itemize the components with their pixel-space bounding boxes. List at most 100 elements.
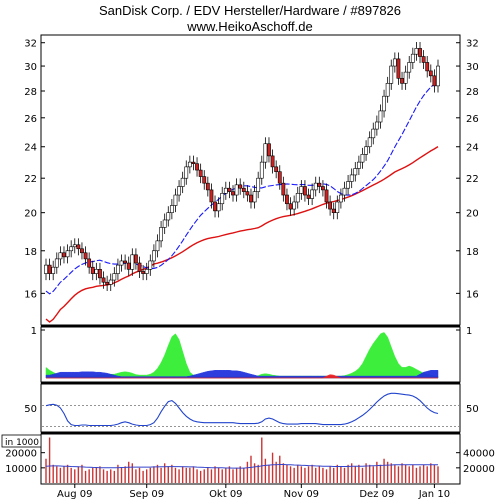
candle-body [105,281,110,285]
candle-body [317,182,322,187]
candle-body [303,186,307,196]
candle-body [166,212,171,221]
candle-body [328,201,333,210]
candle-body [51,266,56,274]
date-tick-label: Okt 09 [209,489,243,500]
candle-body [148,260,153,270]
candle-body [162,219,167,228]
candle-body [47,264,52,274]
candle-body [191,161,196,165]
candle-body [220,193,225,205]
candle-body [126,262,131,270]
candle-body [130,254,135,270]
candle-body [281,182,286,196]
candle-body [249,194,253,203]
candle-body [299,186,304,194]
volume-tick-label-left: 10000 [5,464,37,475]
candle-body [112,273,117,281]
candle-body [216,203,221,212]
green-indicator-area [45,332,439,379]
candle-body [141,271,146,274]
candle-body [306,194,311,199]
price-tick-label-left: 22 [24,174,37,185]
candle-body [234,184,239,196]
price-tick-label-left: 16 [24,289,37,300]
date-tick-label: Sep 09 [129,489,164,500]
candle-body [98,269,102,279]
candle-body [313,182,318,191]
oscillator-tick-label-left: 50 [24,404,37,415]
oscillator-line [45,392,439,427]
candle-body [231,191,235,196]
chart-title: SanDisk Corp. / EDV Hersteller/Hardware … [98,3,402,18]
price-tick-label-right: 18 [466,247,479,258]
candle-body [400,78,404,84]
candle-body [94,269,99,274]
candle-body [428,70,433,77]
candle-body [259,161,264,179]
candle-body [69,246,74,252]
price-tick-label-right: 22 [466,174,479,185]
candle-body [310,189,315,199]
candle-body [367,137,372,148]
candle-body [407,62,412,73]
price-tick-label-right: 28 [466,87,479,98]
price-tick-label-right: 16 [466,289,479,300]
candle-body [227,187,232,192]
blue-indicator-area [45,370,439,379]
price-tick-label-left: 28 [24,87,37,98]
candle-body [119,260,124,266]
candle-body [87,258,92,268]
candle-body [396,58,401,79]
volume-unit-label: in 1000 [5,438,39,448]
date-tick-label: Dez 09 [359,489,394,500]
candle-body [180,177,185,187]
candle-body [421,56,426,63]
candle-body [80,248,84,254]
candle-body [324,189,329,203]
candle-body [414,48,419,55]
candle-body [385,83,390,97]
price-tick-label-left: 30 [24,62,37,73]
candle-body [252,191,257,203]
candle-body [90,266,95,274]
candle-body [389,65,394,84]
candle-body [213,201,217,212]
date-tick-label: Jan 10 [418,489,450,500]
volume-tick-label-right: 20000 [463,464,495,475]
date-tick-label: Nov 09 [284,489,319,500]
chart-subtitle: www.HeikoAschoff.de [187,19,313,34]
candle-body [335,201,340,213]
indicator-tick-label-left: 1 [31,326,37,337]
candle-body [418,48,422,57]
candle-body [342,187,347,196]
candle-body [159,227,163,242]
candle-body [155,240,160,252]
candle-body [277,171,282,184]
candle-body [364,146,368,155]
candle-body [101,277,106,283]
candle-body [263,143,268,163]
candle-body [144,269,149,274]
candle-body [205,182,210,191]
candle-body [392,58,397,67]
price-tick-label-right: 20 [466,209,479,220]
volume-tick-label-left: 20000 [5,449,37,460]
candle-body [374,121,379,130]
candle-body [202,176,207,184]
candle-body [321,186,325,191]
candle-body [403,71,408,84]
candle-body [238,184,243,189]
candle-body [331,208,336,213]
candle-body [72,244,77,248]
volume-unit-box [1,434,42,448]
candle-body [371,128,376,139]
candle-body [256,177,261,192]
oscillator-panel-frame [40,383,461,433]
candle-body [151,250,156,262]
candle-body [241,187,246,192]
price-tick-label-left: 32 [24,39,37,50]
candle-body [267,143,271,157]
candle-body [432,75,437,87]
candle-body [223,187,228,194]
